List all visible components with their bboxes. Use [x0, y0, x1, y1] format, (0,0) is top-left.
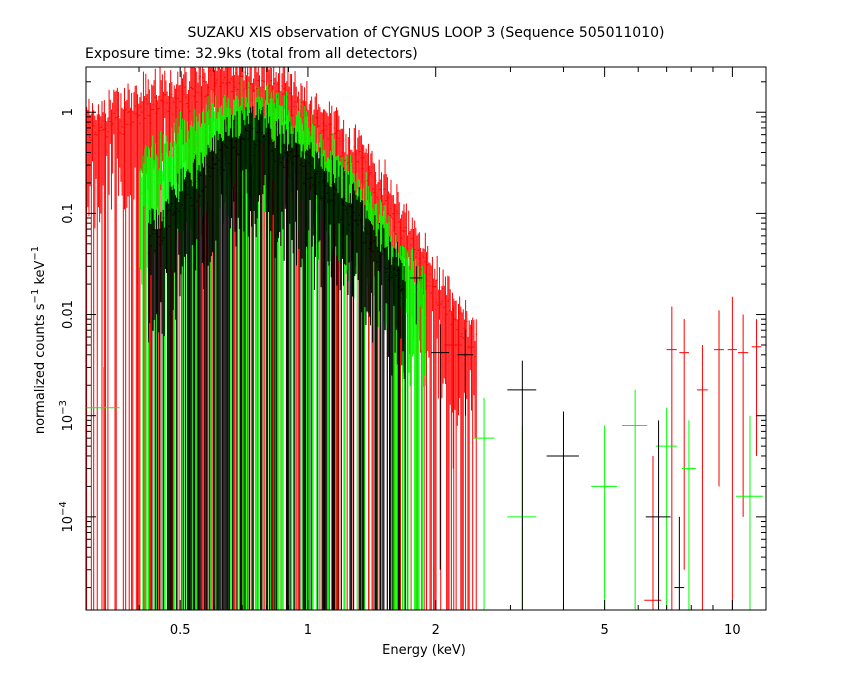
plot-data — [86, 67, 763, 610]
y-tick-label-base: 0.01 — [61, 300, 76, 329]
y-tick-label-base: 10 — [61, 415, 76, 432]
y-tick-label-exponent: −3 — [58, 400, 69, 415]
chart-title: SUZAKU XIS observation of CYGNUS LOOP 3 … — [188, 25, 665, 41]
y-tick-label-base: 0.1 — [61, 203, 76, 224]
x-tick-label: 1 — [304, 623, 312, 638]
y-axis-label: normalized counts s−1 keV−1 — [30, 246, 48, 434]
x-tick-label: 5 — [600, 623, 608, 638]
chart-subtitle: Exposure time: 32.9ks (total from all de… — [85, 46, 418, 62]
plot-frame — [85, 66, 767, 611]
y-tick-label-base: 1 — [61, 108, 76, 116]
y-tick-label: 0.01 — [61, 300, 76, 329]
y-tick-label: 10−3 — [58, 400, 76, 431]
axis-ticks: 0.5 1 2 5 1010.10.0110−310−4 — [58, 67, 766, 638]
y-tick-label-base: 10 — [61, 516, 76, 533]
y-tick-label-exponent: −4 — [58, 501, 69, 516]
y-tick-label: 0.1 — [61, 203, 76, 224]
x-tick-label: 2 — [432, 623, 440, 638]
x-tick-label: 10 — [724, 623, 741, 638]
y-axis-label-sup1: −1 — [30, 289, 41, 304]
y-tick-label: 1 — [61, 108, 76, 116]
y-axis-label-base: normalized counts s — [33, 303, 48, 434]
y-axis-label-sup2: −1 — [30, 246, 41, 261]
y-axis-label-mid: keV — [33, 260, 48, 288]
x-axis-label: Energy (keV) — [382, 643, 466, 658]
y-tick-label: 10−4 — [58, 501, 76, 532]
x-tick-label: 0.5 — [170, 623, 191, 638]
series-2 — [147, 102, 685, 610]
